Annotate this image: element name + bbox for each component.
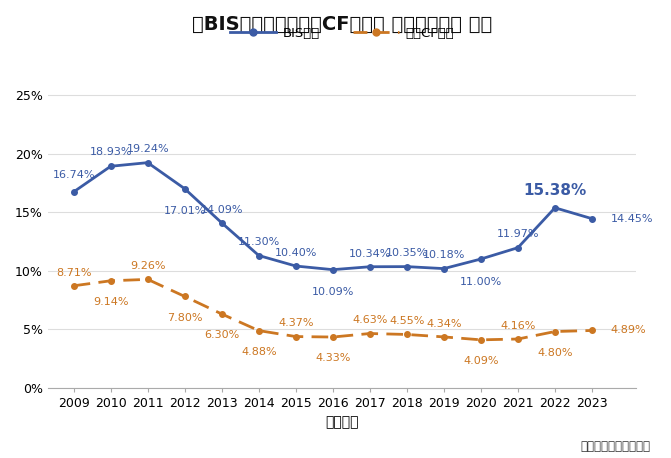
Text: 4.37%: 4.37%	[278, 318, 313, 328]
Text: 8.71%: 8.71%	[56, 267, 91, 278]
BIS基準	[255, 253, 263, 258]
Text: 14.45%: 14.45%	[611, 214, 653, 224]
Text: 11.00%: 11.00%	[460, 277, 502, 287]
営業CF基準	[292, 334, 300, 339]
営業CF基準	[180, 294, 189, 299]
Title: 『BIS基準』と『営業CF基準』 ゾンビ企業率 推移: 『BIS基準』と『営業CF基準』 ゾンビ企業率 推移	[192, 15, 493, 34]
BIS基準	[107, 164, 115, 169]
Text: 10.40%: 10.40%	[274, 248, 317, 258]
営業CF基準	[70, 283, 78, 289]
Text: 18.93%: 18.93%	[89, 147, 132, 157]
BIS基準	[329, 267, 337, 273]
BIS基準	[292, 263, 300, 269]
BIS基準	[180, 186, 189, 191]
BIS基準	[366, 264, 374, 269]
Text: 10.34%: 10.34%	[349, 249, 391, 259]
Text: 9.14%: 9.14%	[93, 297, 128, 307]
営業CF基準	[440, 334, 448, 340]
BIS基準	[217, 220, 225, 226]
Text: 6.30%: 6.30%	[204, 330, 240, 340]
Text: 16.74%: 16.74%	[52, 170, 95, 180]
Legend: BIS基準, 営業CF基準: BIS基準, 営業CF基準	[225, 22, 460, 45]
営業CF基準	[329, 334, 337, 340]
Text: 7.80%: 7.80%	[167, 313, 203, 323]
Text: 4.80%: 4.80%	[537, 348, 572, 358]
BIS基準	[588, 216, 596, 221]
X-axis label: （年度）: （年度）	[325, 415, 359, 429]
営業CF基準	[588, 328, 596, 333]
Text: 4.63%: 4.63%	[352, 316, 388, 325]
営業CF基準	[477, 337, 485, 343]
営業CF基準	[107, 278, 115, 284]
Text: 10.18%: 10.18%	[423, 251, 465, 261]
Text: 4.09%: 4.09%	[463, 356, 499, 366]
BIS基準	[144, 160, 152, 165]
営業CF基準	[255, 328, 263, 333]
Text: 東京商工リサーチ調べ: 東京商工リサーチ調べ	[581, 441, 651, 453]
Text: 9.26%: 9.26%	[130, 261, 166, 271]
Text: 15.38%: 15.38%	[523, 184, 586, 198]
Text: 4.34%: 4.34%	[426, 319, 462, 329]
Text: 4.33%: 4.33%	[315, 354, 350, 363]
BIS基準	[70, 189, 78, 195]
Text: 11.97%: 11.97%	[497, 229, 539, 240]
営業CF基準	[514, 336, 522, 342]
営業CF基準	[217, 311, 225, 317]
Text: 19.24%: 19.24%	[126, 144, 169, 154]
Line: 営業CF基準: 営業CF基準	[71, 277, 595, 343]
BIS基準	[403, 264, 411, 269]
営業CF基準	[144, 277, 152, 282]
BIS基準	[440, 266, 448, 271]
営業CF基準	[551, 329, 559, 334]
Text: 10.35%: 10.35%	[386, 248, 428, 258]
Text: 4.88%: 4.88%	[241, 347, 276, 357]
営業CF基準	[403, 332, 411, 337]
Text: 4.89%: 4.89%	[611, 326, 646, 335]
Text: 14.09%: 14.09%	[201, 205, 243, 215]
BIS基準	[514, 245, 522, 251]
Text: 10.09%: 10.09%	[311, 287, 354, 297]
Text: 17.01%: 17.01%	[164, 206, 206, 216]
BIS基準	[551, 205, 559, 211]
Text: 4.55%: 4.55%	[389, 316, 425, 326]
Text: 4.16%: 4.16%	[501, 321, 535, 331]
営業CF基準	[366, 331, 374, 336]
Line: BIS基準: BIS基準	[71, 160, 595, 273]
Text: 11.30%: 11.30%	[238, 237, 280, 247]
BIS基準	[477, 256, 485, 262]
